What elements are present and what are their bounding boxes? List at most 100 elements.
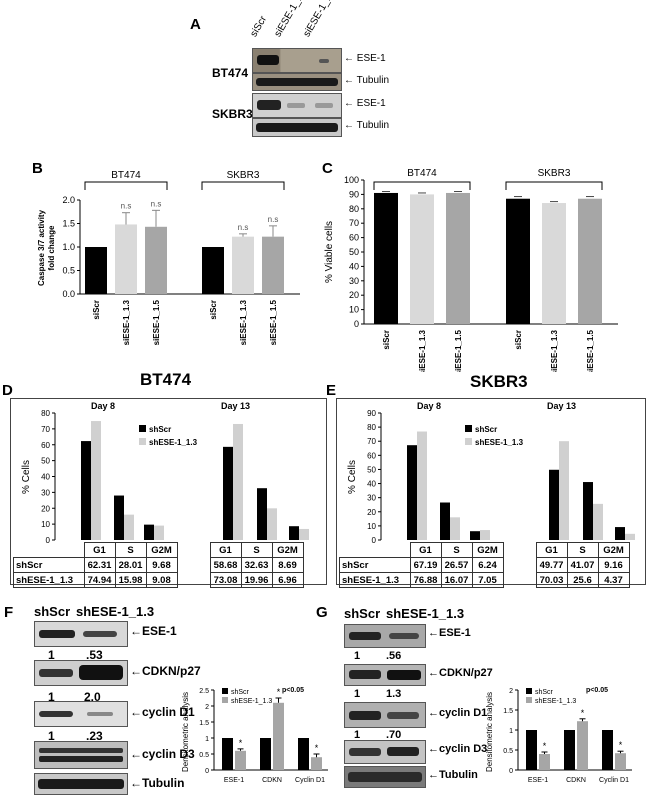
y-tick-label: 0 bbox=[46, 536, 51, 544]
band-arrow-label: ←cyclin D3 bbox=[130, 747, 195, 761]
significance-label: n.s bbox=[151, 199, 162, 208]
x-tick-label: siScr bbox=[92, 300, 101, 320]
legend-label: shScr bbox=[535, 689, 554, 696]
y-tick-label: 70 bbox=[367, 437, 376, 446]
legend-label: shESE-1_1.3 bbox=[149, 438, 198, 447]
y-tick-label: 40 bbox=[349, 261, 359, 271]
cell-cycle-chart-bt474: 0 10 20 30 40 50 60 70 80 % Cells Day 8 Day 13 shScr… bbox=[21, 401, 309, 544]
y-tick-label: 80 bbox=[367, 423, 376, 432]
table-gap bbox=[176, 572, 211, 588]
bar bbox=[526, 730, 537, 770]
bar bbox=[506, 198, 530, 324]
x-tick-label: Cyclin D1 bbox=[295, 777, 325, 784]
caspase-activity-chart: 0.0 0.5 1.0 1.5 2.0 Caspase 3/7 activity fold … bbox=[37, 170, 300, 345]
lane-label: shESE-1_1.3 bbox=[76, 604, 155, 619]
band-arrow-label: ←cyclin D3 bbox=[428, 743, 488, 755]
y-tick-label: 20 bbox=[41, 504, 50, 513]
x-tick-label: siScr bbox=[382, 330, 391, 350]
y-tick-label: 1.0 bbox=[62, 242, 75, 252]
y-tick-label: 1.5 bbox=[199, 720, 209, 727]
group-bracket bbox=[373, 181, 471, 190]
western-blot-band bbox=[344, 740, 426, 764]
band-arrow-label: ←ESE-1 bbox=[428, 627, 471, 639]
lane-label: shScr bbox=[34, 604, 71, 619]
y-tick-label: 60 bbox=[367, 451, 376, 460]
table-cell: 62.31 bbox=[83, 557, 116, 573]
bar bbox=[549, 469, 559, 540]
y-tick-label: 20 bbox=[349, 290, 359, 300]
bar bbox=[615, 527, 625, 540]
table-header: S bbox=[114, 542, 147, 558]
y-axis-label: % Cells bbox=[21, 460, 32, 494]
table-header: G1 bbox=[535, 542, 568, 558]
table-header: G2M bbox=[145, 542, 178, 558]
bar bbox=[593, 503, 603, 540]
y-tick-label: 30 bbox=[367, 494, 376, 503]
x-tick-label: siESE-1_1.3 bbox=[550, 329, 559, 372]
legend-swatch bbox=[222, 697, 228, 703]
bar bbox=[577, 721, 588, 770]
y-tick-label: 1.5 bbox=[503, 708, 513, 715]
significance-star: * bbox=[619, 740, 623, 750]
significance-star: * bbox=[581, 708, 585, 718]
table-cell: 41.07 bbox=[566, 557, 599, 573]
group-label: BT474 bbox=[407, 168, 437, 179]
day-label: Day 8 bbox=[417, 401, 441, 411]
y-axis-label: Densitometric analysis bbox=[181, 692, 190, 772]
western-blot-band bbox=[344, 664, 426, 686]
y-tick-label: 1 bbox=[509, 728, 513, 735]
y-tick-label: 20 bbox=[367, 508, 376, 517]
bar bbox=[564, 730, 575, 770]
table-cell: 19.96 bbox=[240, 572, 273, 588]
bar bbox=[625, 533, 635, 540]
band-arrow-label: ←CDKN/p27 bbox=[428, 667, 493, 679]
western-blot-band bbox=[344, 702, 426, 728]
y-tick-label: 90 bbox=[349, 189, 359, 199]
table-row-label: shESE-1_1.3 bbox=[339, 572, 411, 588]
bar bbox=[273, 702, 284, 770]
panel-label-b: B bbox=[32, 160, 43, 177]
legend-label: shScr bbox=[149, 425, 171, 434]
western-blot-band bbox=[344, 766, 426, 788]
bar bbox=[615, 753, 626, 770]
table-corner bbox=[13, 542, 85, 558]
y-tick-label: 10 bbox=[367, 522, 376, 531]
legend-swatch bbox=[526, 688, 532, 694]
band-arrow-label: ← ESE-1 bbox=[344, 98, 386, 109]
table-row: shESE-1_1.3 76.88 16.07 7.05 70.03 25.6 4.37 bbox=[339, 572, 630, 588]
ratio-value: 1 bbox=[354, 688, 361, 700]
y-tick-label: 60 bbox=[349, 233, 359, 243]
bar bbox=[299, 528, 309, 540]
table-row-label: shScr bbox=[13, 557, 85, 573]
legend-swatch bbox=[222, 688, 228, 694]
y-tick-label: 1.5 bbox=[62, 219, 75, 229]
bar bbox=[114, 495, 124, 540]
legend-swatch bbox=[465, 438, 472, 445]
table-cell: 32.63 bbox=[240, 557, 273, 573]
day-label: Day 13 bbox=[547, 401, 576, 411]
bar bbox=[480, 530, 490, 540]
bar bbox=[440, 502, 450, 540]
table-cell: 9.16 bbox=[597, 557, 630, 573]
y-axis-label: % Cells bbox=[347, 460, 358, 494]
x-tick-label: siESE-1_1.3 bbox=[239, 299, 248, 345]
western-blot-band bbox=[344, 624, 426, 648]
table-cell: 16.07 bbox=[440, 572, 473, 588]
y-tick-label: 2.5 bbox=[199, 688, 209, 695]
bar bbox=[407, 445, 417, 540]
y-tick-label: 30 bbox=[349, 276, 359, 286]
x-tick-label: CDKN bbox=[566, 777, 586, 784]
band-arrow-label: ← Tubulin bbox=[344, 120, 390, 131]
table-gap bbox=[502, 572, 537, 588]
table-cell: 58.68 bbox=[209, 557, 242, 573]
ratio-value: .70 bbox=[386, 729, 402, 741]
bar bbox=[298, 738, 309, 770]
bar bbox=[81, 441, 91, 540]
bar bbox=[145, 226, 167, 294]
cell-line-label: SKBR3 bbox=[212, 107, 253, 121]
table-cell: 7.05 bbox=[471, 572, 504, 588]
bar bbox=[223, 446, 233, 540]
y-tick-label: 50 bbox=[41, 457, 50, 466]
table-gap bbox=[176, 542, 211, 558]
bar bbox=[542, 203, 566, 324]
